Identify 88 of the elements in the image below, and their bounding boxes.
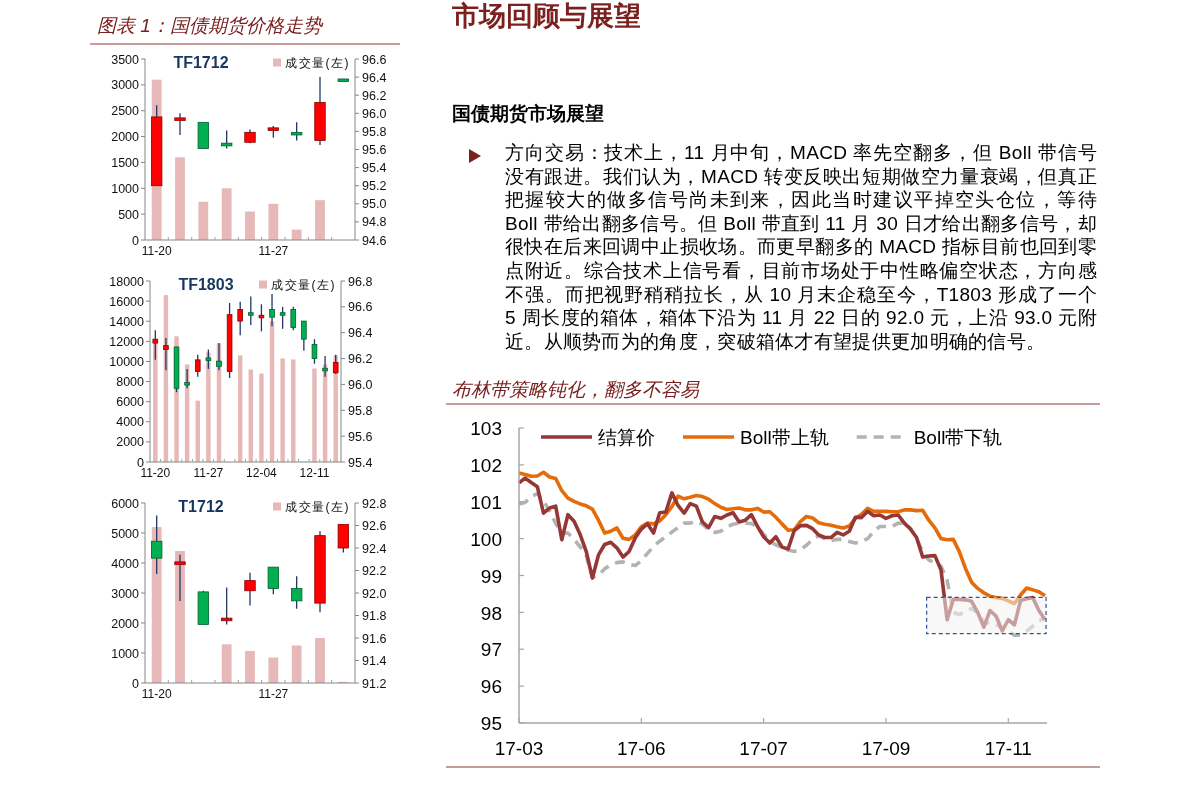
y-tick-label: 1000	[111, 181, 140, 196]
y-tick-label: 18000	[109, 274, 145, 289]
y2-tick-label: 91.2	[362, 676, 387, 691]
y-tick-label: 99	[480, 565, 502, 587]
x-tick-label: 17-11	[984, 738, 1032, 759]
y-tick-label: 500	[118, 207, 140, 222]
y2-tick-label: 96.0	[348, 377, 373, 392]
y2-tick-label: 95.4	[348, 455, 373, 470]
y2-tick-label: 96.6	[362, 52, 387, 67]
y2-tick-label: 94.8	[362, 215, 387, 230]
y-tick-label: 8000	[116, 375, 145, 390]
y2-tick-label: 95.2	[362, 179, 387, 194]
y2-tick-label: 95.0	[362, 197, 387, 212]
y2-tick-label: 95.6	[362, 143, 387, 157]
y-tick-label: 1500	[111, 155, 140, 170]
y-tick-label: 100	[470, 528, 502, 550]
x-tick-label: 17-07	[739, 738, 788, 759]
x-tick-label: 11-20	[140, 466, 171, 480]
y-tick-label: 5000	[111, 526, 140, 541]
x-tick-label: 12-04	[246, 466, 278, 480]
x-tick-label: 17-09	[861, 738, 911, 759]
x-tick-label: 17-03	[494, 738, 544, 759]
x-tick-label: 11-27	[258, 687, 289, 701]
legend-label: Boll带下轨	[913, 427, 1003, 448]
x-tick-label: 11-27	[258, 244, 289, 258]
y-tick-label: 16000	[109, 294, 145, 309]
y2-tick-label: 96.0	[362, 106, 387, 121]
y-tick-label: 101	[470, 491, 502, 513]
y2-tick-label: 96.4	[362, 70, 387, 85]
y-tick-label: 102	[470, 455, 502, 477]
x-tick-label: 11-20	[141, 687, 172, 701]
legend-label: Boll带上轨	[740, 427, 829, 448]
x-tick-label: 17-06	[617, 738, 666, 759]
y-tick-label: 6000	[111, 496, 140, 511]
y2-tick-label: 96.6	[348, 300, 373, 315]
y2-tick-label: 95.4	[362, 161, 387, 176]
y2-tick-label: 95.8	[362, 124, 387, 139]
y-tick-label: 2000	[116, 435, 145, 450]
chart-title: TF1803	[178, 276, 234, 293]
y2-tick-label: 91.6	[362, 631, 387, 646]
legend-label: 结算价	[598, 427, 655, 448]
y-tick-label: 10000	[109, 354, 145, 369]
y-tick-label: 14000	[109, 314, 145, 329]
y2-tick-label: 96.2	[362, 88, 387, 103]
y-tick-label: 3000	[111, 78, 140, 93]
chart-title: 布林带策略钝化，翻多不容易	[452, 379, 700, 400]
y2-tick-label: 95.8	[348, 403, 373, 418]
legend-label: 成交量(左)	[271, 278, 336, 292]
chart-title: T1712	[178, 498, 224, 515]
y2-tick-label: 96.8	[348, 274, 373, 289]
y-tick-label: 4000	[116, 415, 145, 430]
y-tick-label: 96	[480, 676, 502, 698]
y-tick-label: 97	[480, 639, 502, 661]
x-tick-label: 11-27	[193, 466, 224, 480]
y-tick-label: 2000	[111, 130, 140, 145]
text: 国债期货市场展望	[452, 102, 604, 125]
chart-subtitle: TF1712	[173, 54, 229, 71]
y-tick-label: 4000	[111, 556, 140, 571]
y2-tick-label: 91.4	[362, 654, 387, 668]
y-tick-label: 3000	[111, 586, 140, 601]
y-tick-label: 6000	[116, 395, 145, 410]
y-tick-label: 98	[480, 602, 502, 624]
x-tick-label: 12-11	[299, 466, 330, 480]
y2-tick-label: 94.6	[362, 233, 387, 248]
y-tick-label: 3500	[111, 52, 140, 67]
y2-tick-label: 92.8	[362, 496, 387, 511]
y2-tick-label: 96.2	[348, 352, 373, 367]
chart-title: 图表 1：国债期货价格走势	[97, 15, 324, 36]
text: 市场回顾与展望	[452, 1, 641, 32]
y-tick-label: 1000	[111, 646, 140, 661]
legend-label: 成交量(左)	[285, 56, 350, 70]
y-tick-label: 0	[132, 233, 140, 248]
y2-tick-label: 92.2	[362, 564, 387, 578]
x-tick-label: 11-20	[141, 244, 172, 258]
y-tick-label: 95	[480, 713, 502, 735]
y-tick-label: 103	[470, 418, 502, 440]
y2-tick-label: 92.6	[362, 519, 387, 533]
y2-tick-label: 95.6	[348, 429, 373, 444]
y2-tick-label: 96.4	[348, 326, 373, 341]
y2-tick-label: 92.4	[362, 541, 387, 556]
y-tick-label: 12000	[109, 334, 145, 349]
legend-label: 成交量(左)	[285, 500, 350, 514]
y2-tick-label: 91.8	[362, 609, 387, 623]
y-tick-label: 2500	[111, 104, 140, 119]
y-tick-label: 0	[132, 676, 140, 691]
y-tick-label: 2000	[111, 616, 140, 631]
text: 方向交易：技术上，11 月中旬，MACD 率先空翻多，但 Boll 带信号没有跟进。我们认为，MACD 转变反映出短期做空力量衰竭，但真正把握较大的做多信号尚未到来，因此当时建议平掉空头仓位，等待 Boll 带给出翻多信号。但 Boll 带直到 11 月 30 日才给出翻多信号，却很快在后来回调中止损收场。而更早翻多的 MACD 指标目前也回到零点附近。综合技术上信号看，目前市场处于中性略偏空状态，方向感不强。而把视野稍稍拉长，从 10 月末企稳至今，T1803 形成了一个 5 周长度的箱体，箱体下沿为 11 月 22 日的 92.0 元，上沿 93.0 元附近。从顺势而为的角度，突破箱体才有望提供更加明确的信号。	[505, 142, 1097, 352]
y2-tick-label: 92.0	[362, 586, 387, 601]
